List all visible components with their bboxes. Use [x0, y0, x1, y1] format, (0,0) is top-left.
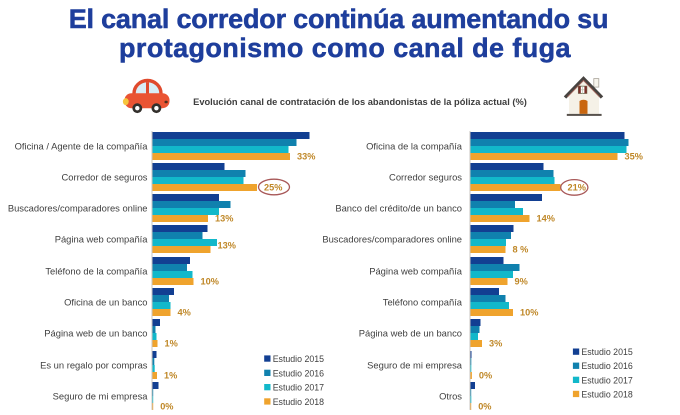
svg-text:1%: 1% [165, 339, 178, 349]
svg-text:Página web de un banco: Página web de un banco [44, 328, 147, 339]
svg-text:Oficina / Agente de la compañí: Oficina / Agente de la compañía [15, 141, 149, 152]
svg-text:Buscadores/comparadores online: Buscadores/comparadores online [322, 234, 462, 245]
svg-text:Corredor de seguros: Corredor de seguros [62, 172, 148, 183]
svg-text:0%: 0% [479, 371, 492, 381]
svg-text:10%: 10% [201, 277, 219, 287]
svg-text:Estudio 2016: Estudio 2016 [273, 368, 324, 378]
svg-text:0%: 0% [478, 402, 491, 412]
svg-text:Estudio 2015: Estudio 2015 [273, 354, 324, 364]
svg-text:protagonismo como canal de fug: protagonismo como canal de fuga [119, 33, 572, 63]
svg-text:Seguro de mi empresa: Seguro de mi empresa [53, 391, 149, 402]
svg-text:Banco del crédito/de un banco: Banco del crédito/de un banco [335, 203, 462, 214]
svg-text:Estudio 2015: Estudio 2015 [581, 347, 632, 357]
svg-text:21%: 21% [568, 183, 586, 193]
svg-text:Página web compañía: Página web compañía [55, 234, 149, 245]
svg-text:35%: 35% [625, 152, 643, 162]
svg-text:Estudio 2017: Estudio 2017 [273, 383, 324, 393]
svg-text:Página web de un banco: Página web de un banco [359, 328, 462, 339]
svg-text:14%: 14% [537, 214, 555, 224]
svg-text:4%: 4% [178, 308, 191, 318]
svg-text:Oficina de la compañía: Oficina de la compañía [366, 141, 463, 152]
svg-text:13%: 13% [215, 214, 233, 224]
svg-text:Estudio 2018: Estudio 2018 [581, 389, 632, 399]
svg-text:Buscadores/comparadores online: Buscadores/comparadores online [8, 203, 148, 214]
svg-text:1%: 1% [164, 371, 177, 381]
svg-text:3%: 3% [489, 339, 502, 349]
svg-text:Oficina de un banco: Oficina de un banco [64, 297, 147, 308]
svg-text:Teléfono compañía: Teléfono compañía [383, 297, 463, 308]
svg-text:Página web compañía: Página web compañía [369, 266, 463, 277]
svg-text:Teléfono de la compañía: Teléfono de la compañía [45, 266, 148, 277]
svg-text:33%: 33% [297, 152, 315, 162]
svg-text:Seguro de mi empresa: Seguro de mi empresa [367, 360, 463, 371]
svg-text:13%: 13% [218, 241, 236, 251]
svg-text:8 %: 8 % [513, 245, 529, 255]
svg-text:Es un regalo por compras: Es un regalo por compras [40, 360, 148, 371]
svg-text:10%: 10% [520, 308, 538, 318]
svg-text:Estudio 2017: Estudio 2017 [581, 375, 632, 385]
svg-text:9%: 9% [515, 277, 528, 287]
svg-text:Corredor seguros: Corredor seguros [389, 172, 462, 183]
svg-text:El canal corredor continúa aum: El canal corredor continúa aumentando su [69, 4, 609, 34]
svg-text:Estudio 2016: Estudio 2016 [581, 361, 632, 371]
svg-text:Otros: Otros [439, 391, 462, 402]
svg-text:Evolución canal de contratació: Evolución canal de contratación de los a… [193, 97, 527, 107]
svg-text:Estudio 2018: Estudio 2018 [273, 397, 324, 407]
svg-text:25%: 25% [264, 183, 282, 193]
svg-text:0%: 0% [160, 402, 173, 412]
